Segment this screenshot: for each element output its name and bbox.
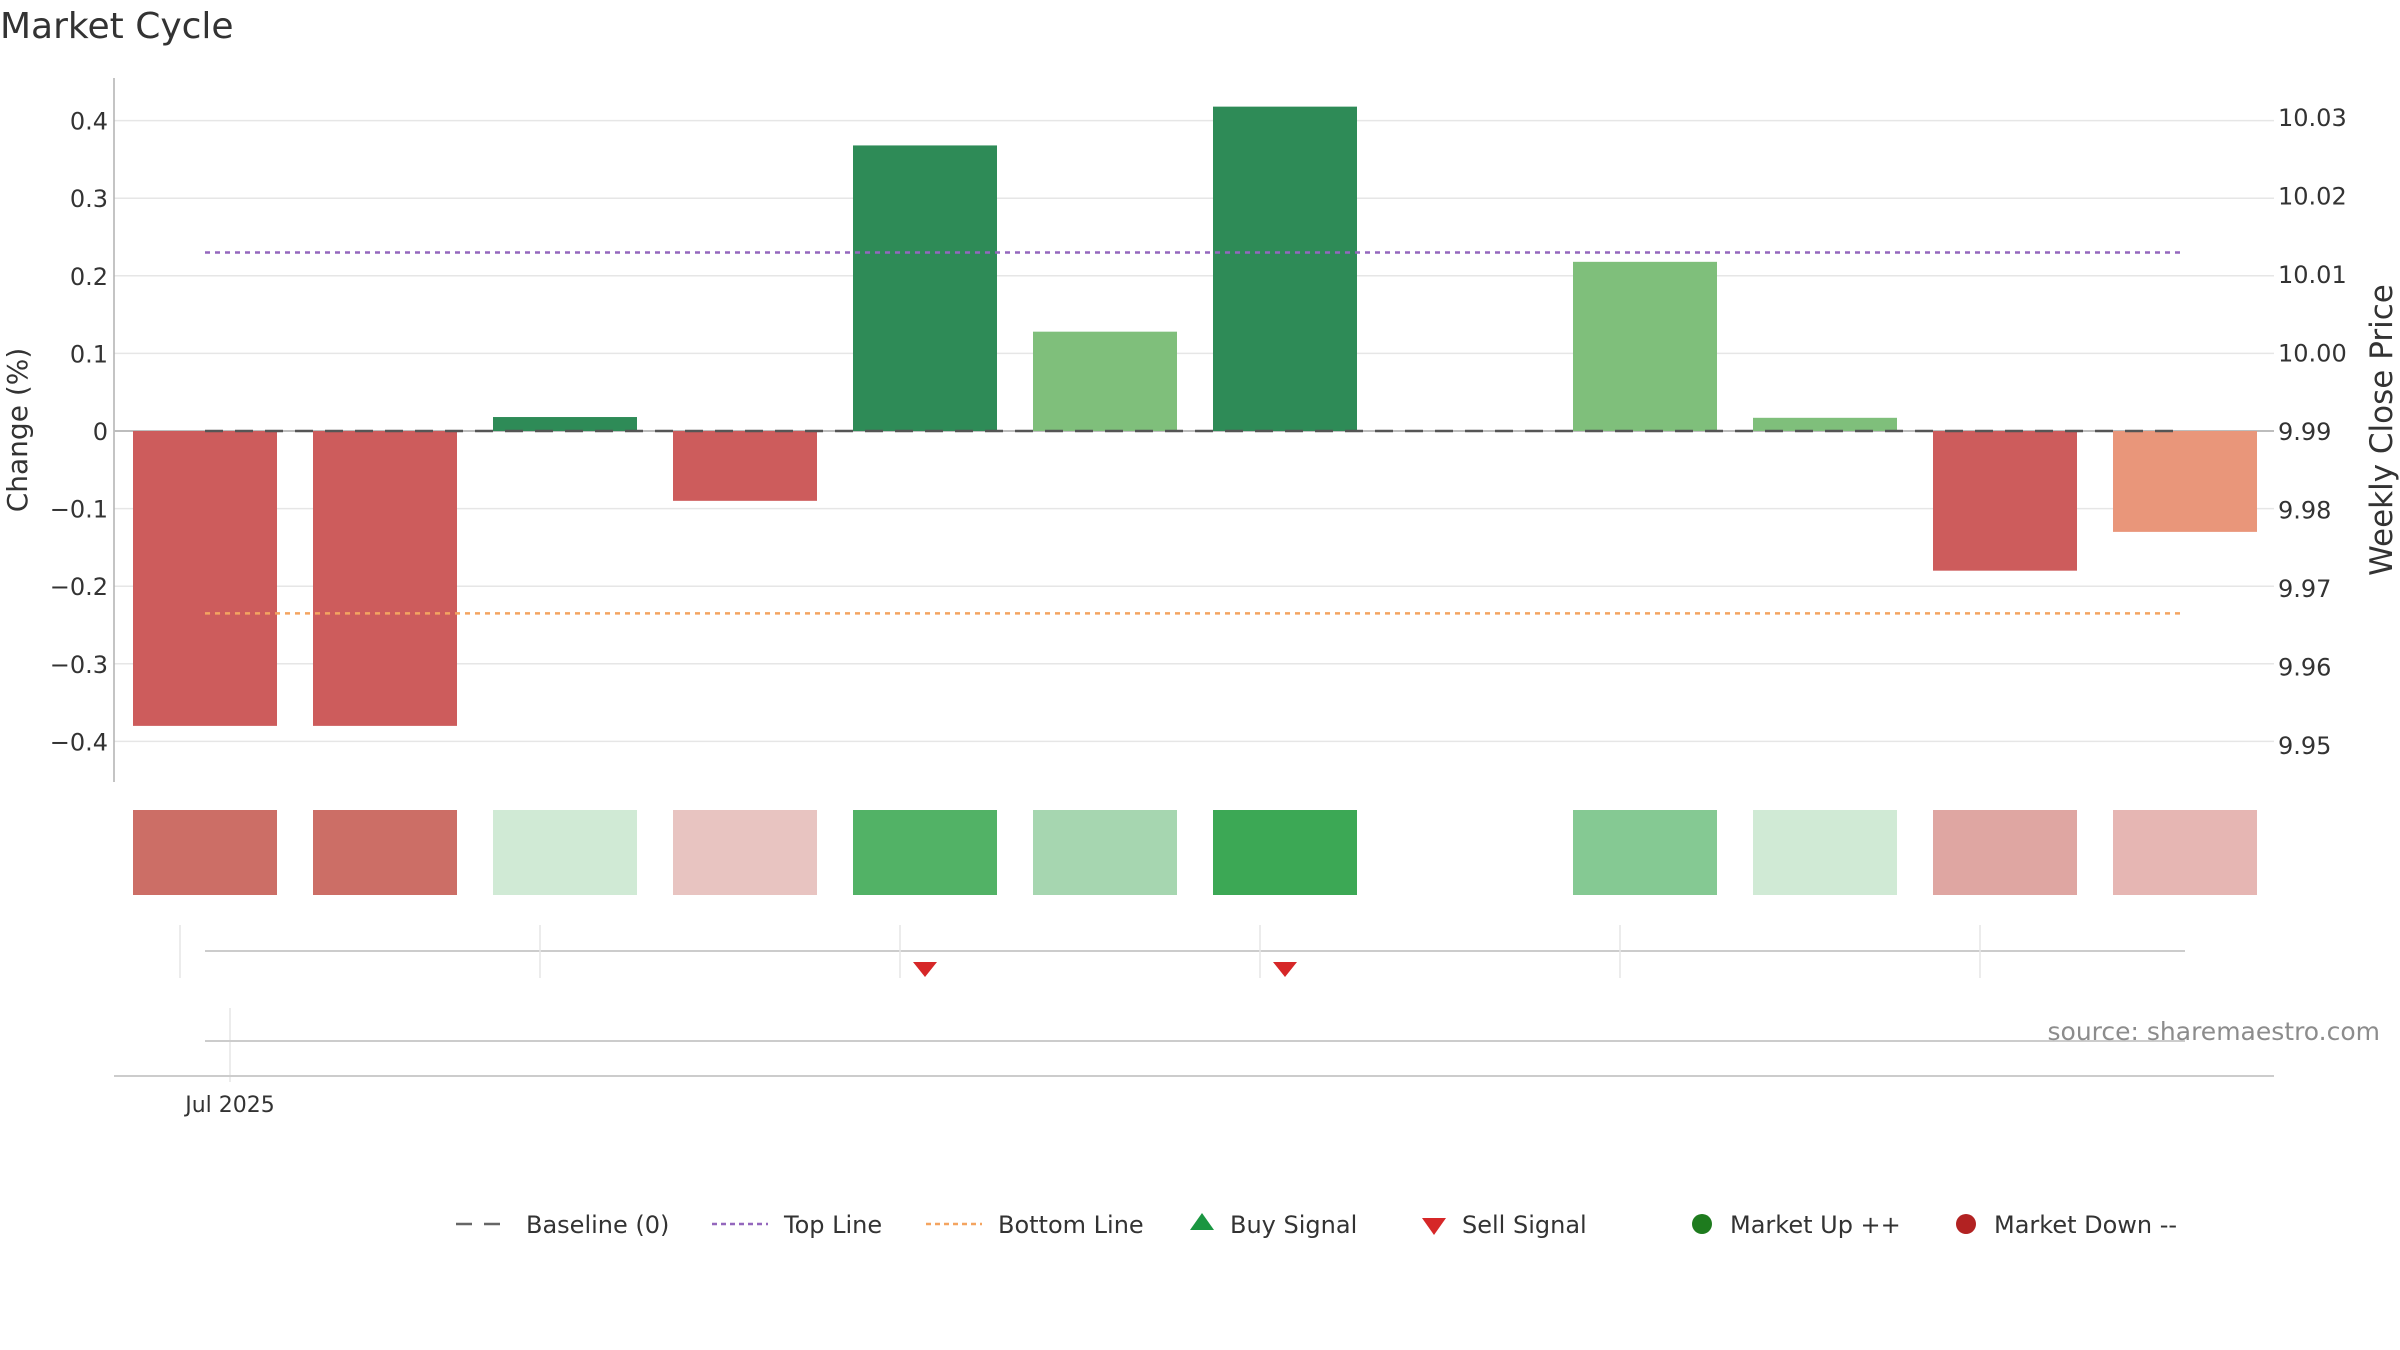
y-tick-label: 0 xyxy=(93,418,108,446)
legend-label: Market Down -- xyxy=(1994,1211,2177,1239)
bar xyxy=(1753,417,1897,431)
timeline-row xyxy=(114,1008,2274,1082)
signal-row xyxy=(179,925,2185,978)
sell-signal-marker xyxy=(1273,962,1297,977)
legend-item: Market Up ++ xyxy=(1692,1211,1901,1239)
chart-title: Market Cycle xyxy=(0,6,234,47)
y-tick-label: 0.1 xyxy=(70,340,108,368)
x-tick-label: Jul 2025 xyxy=(183,1093,275,1118)
y2-tick-label: 9.96 xyxy=(2278,654,2331,682)
strip-cell xyxy=(1933,810,2077,895)
strip-cell xyxy=(313,810,457,895)
source-note: source: sharemaestro.com xyxy=(2048,1017,2381,1046)
y-tick-label: −0.4 xyxy=(50,728,108,756)
legend-item: Market Down -- xyxy=(1956,1211,2177,1239)
legend-label: Market Up ++ xyxy=(1730,1211,1901,1239)
bar xyxy=(1573,261,1717,431)
axes: −0.4 −0.3 −0.2 −0.1 0 0.1 0.2 0.3 0.4 9.95 9.96 9.9… xyxy=(50,78,2347,782)
y2-tick-label: 9.99 xyxy=(2278,418,2331,446)
y2-tick-label: 9.97 xyxy=(2278,575,2331,603)
legend-swatch-dot xyxy=(1956,1214,1976,1234)
strip-cell xyxy=(1213,810,1357,895)
bar xyxy=(493,417,637,431)
bar xyxy=(853,145,997,431)
legend-item: Buy Signal xyxy=(1190,1211,1357,1239)
bar xyxy=(313,431,457,726)
strip-cell xyxy=(1033,810,1177,895)
sell-signal-marker xyxy=(913,962,937,977)
legend-label: Baseline (0) xyxy=(526,1211,669,1239)
legend-label: Sell Signal xyxy=(1462,1211,1587,1239)
legend-item: Bottom Line xyxy=(926,1211,1144,1239)
y2-axis-label: Weekly Close Price xyxy=(2364,284,2400,576)
y2-tick-label: 10.02 xyxy=(2278,183,2347,211)
y-tick-label: 0.2 xyxy=(70,263,108,291)
y2-tick-label: 9.95 xyxy=(2278,732,2331,760)
y-tick-label: 0.4 xyxy=(70,108,108,136)
legend-label: Buy Signal xyxy=(1230,1211,1357,1239)
bar xyxy=(1933,431,2077,571)
legend-swatch-buy-icon xyxy=(1190,1213,1214,1230)
strip-cell xyxy=(2113,810,2257,895)
strip-cell xyxy=(1573,810,1717,895)
legend: Baseline (0) Top Line Bottom Line Buy Signa… xyxy=(456,1211,2177,1239)
y-tick-label: −0.1 xyxy=(50,496,108,524)
bar xyxy=(1033,331,1177,431)
legend-swatch-sell-icon xyxy=(1422,1218,1446,1235)
y2-tick-label: 10.03 xyxy=(2278,104,2347,132)
strip-cell xyxy=(1753,810,1897,895)
y2-tick-label: 9.98 xyxy=(2278,497,2331,525)
y-tick-label: 0.3 xyxy=(70,185,108,213)
strip-cell xyxy=(493,810,637,895)
bar xyxy=(2113,431,2257,532)
legend-item: Baseline (0) xyxy=(456,1211,669,1239)
strip-cell xyxy=(133,810,277,895)
legend-item: Sell Signal xyxy=(1422,1211,1587,1239)
y-tick-label: −0.2 xyxy=(50,573,108,601)
strip-cell xyxy=(1393,810,1537,895)
y2-tick-label: 10.00 xyxy=(2278,340,2347,368)
bar xyxy=(1213,106,1357,431)
bar xyxy=(133,431,277,726)
y-axis-label: Change (%) xyxy=(1,348,34,513)
y2-tick-label: 10.01 xyxy=(2278,261,2347,289)
bar-series xyxy=(133,106,2257,726)
bar xyxy=(673,431,817,501)
strength-strip xyxy=(133,810,2257,895)
reference-lines xyxy=(205,251,2185,615)
legend-item: Top Line xyxy=(712,1211,882,1239)
legend-label: Bottom Line xyxy=(998,1211,1144,1239)
y-tick-label: −0.3 xyxy=(50,651,108,679)
strip-cell xyxy=(853,810,997,895)
legend-label: Top Line xyxy=(783,1211,882,1239)
strip-cell xyxy=(673,810,817,895)
legend-swatch-dot xyxy=(1692,1214,1712,1234)
